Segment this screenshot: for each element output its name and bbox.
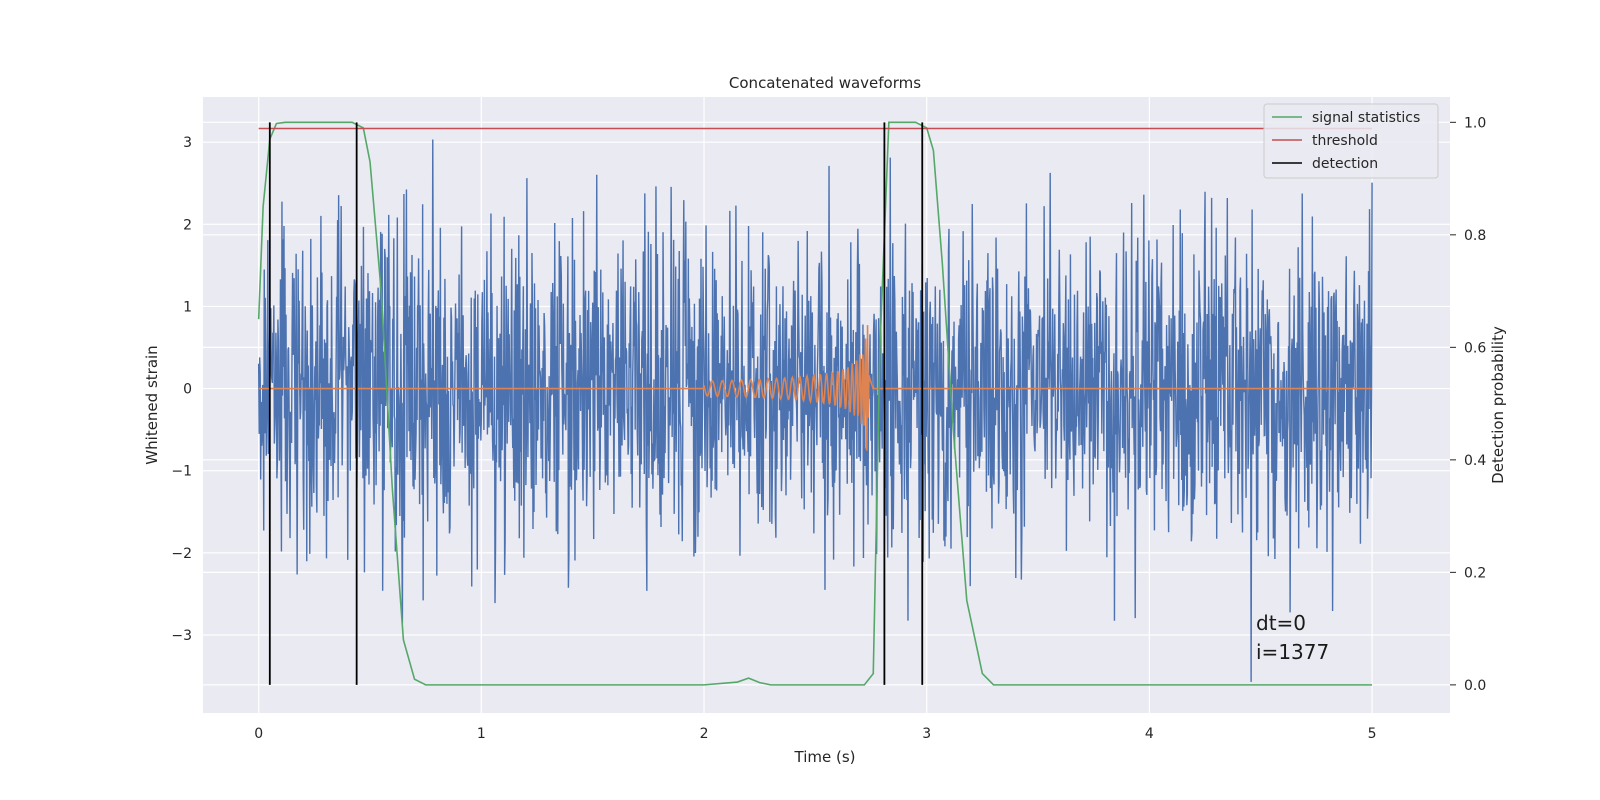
x-tick-label: 4	[1145, 726, 1154, 742]
y-axis-right-ticks: 0.0 0.2 0.4 0.6 0.8 1.0	[1450, 115, 1486, 694]
plot-content	[257, 121, 1373, 686]
x-axis-ticks: 0 1 2 3 4 5	[254, 726, 1376, 742]
y-tick-label: 3	[183, 135, 192, 151]
x-tick-label: 3	[922, 726, 931, 742]
y-tick-label: −1	[171, 464, 192, 480]
x-tick-label: 5	[1368, 726, 1377, 742]
x-tick-label: 0	[254, 726, 263, 742]
x-tick-label: 1	[477, 726, 486, 742]
y-axis-right-label: Detection probability	[1489, 326, 1507, 484]
waveform-chirp-line	[258, 325, 1373, 451]
y-right-tick-label: 0.2	[1464, 565, 1486, 581]
legend: signal statistics threshold detection	[1263, 103, 1439, 179]
y-axis-left-label: Whitened strain	[143, 345, 161, 464]
y-tick-label: 0	[183, 382, 192, 398]
y-right-tick-label: 0.0	[1464, 678, 1486, 694]
signal-statistics-line	[257, 121, 1373, 686]
y-tick-label: 2	[183, 217, 192, 233]
x-tick-label: 2	[700, 726, 709, 742]
detection-lines	[268, 122, 924, 685]
legend-box	[1263, 103, 1439, 179]
x-axis-label: Time (s)	[794, 748, 856, 766]
annotation-index: i=1377	[1256, 640, 1329, 664]
chart-title: Concatenated waveforms	[729, 74, 921, 92]
y-tick-label: −2	[171, 546, 192, 562]
y-right-tick-label: 0.8	[1464, 228, 1486, 244]
y-tick-label: 1	[183, 299, 192, 315]
annotation-dt: dt=0	[1256, 611, 1306, 635]
whitened-strain-noise-line	[257, 139, 1373, 682]
y-right-tick-label: 1.0	[1464, 115, 1486, 131]
legend-label-signal-statistics: signal statistics	[1312, 110, 1420, 126]
y-right-tick-label: 0.6	[1464, 340, 1486, 356]
y-axis-left-ticks: −3 −2 −1 0 1 2 3	[171, 135, 192, 644]
legend-label-detection: detection	[1312, 156, 1378, 172]
legend-label-threshold: threshold	[1312, 133, 1378, 149]
y-right-tick-label: 0.4	[1464, 453, 1486, 469]
y-tick-label: −3	[171, 628, 192, 644]
